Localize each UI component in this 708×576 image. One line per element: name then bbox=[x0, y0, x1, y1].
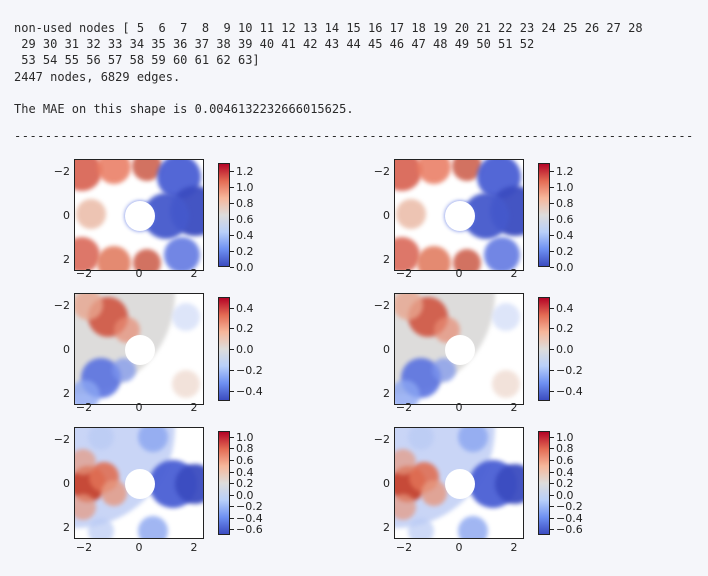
colorbar-tick: 0.4 bbox=[236, 229, 254, 242]
ytick: −2 bbox=[40, 165, 70, 178]
colorbar-tick: 0.8 bbox=[556, 197, 574, 210]
xtick: 0 bbox=[447, 541, 471, 554]
xtick: 0 bbox=[127, 541, 151, 554]
colorbar bbox=[218, 431, 230, 535]
xtick: −2 bbox=[72, 401, 96, 414]
ytick: −2 bbox=[360, 433, 390, 446]
xtick: −2 bbox=[392, 541, 416, 554]
subplot-r1-c0: −202−2020.40.20.0−0.2−0.4 bbox=[34, 285, 334, 419]
stdout-text: non-used nodes [ 5 6 7 8 9 10 11 12 13 1… bbox=[14, 20, 694, 117]
colorbar bbox=[218, 163, 230, 267]
colorbar-tick: 1.2 bbox=[556, 165, 574, 178]
colorbar-tick: 1.0 bbox=[556, 181, 574, 194]
colorbar-tick: −0.6 bbox=[556, 523, 583, 536]
subplot-r0-c0: −202−2021.21.00.80.60.40.20.0 bbox=[34, 151, 334, 285]
subplot-r0-c1: −202−2021.21.00.80.60.40.20.0 bbox=[354, 151, 654, 285]
ytick: 0 bbox=[360, 343, 390, 356]
colorbar bbox=[538, 163, 550, 267]
notebook-output-cell: { "text_output": { "line1": "non-used no… bbox=[0, 0, 708, 576]
ytick: −2 bbox=[360, 299, 390, 312]
colorbar-tick: 0.0 bbox=[556, 343, 574, 356]
xtick: 0 bbox=[127, 401, 151, 414]
ytick: 2 bbox=[360, 253, 390, 266]
xtick: 2 bbox=[182, 541, 206, 554]
colorbar-tick: −0.2 bbox=[236, 364, 263, 377]
axes bbox=[394, 293, 524, 405]
ytick: 2 bbox=[360, 387, 390, 400]
ytick: 0 bbox=[360, 209, 390, 222]
colorbar-tick: 0.0 bbox=[556, 261, 574, 274]
axes bbox=[74, 159, 204, 271]
ytick: 2 bbox=[360, 521, 390, 534]
ytick: 2 bbox=[40, 521, 70, 534]
axes bbox=[74, 293, 204, 405]
colorbar-tick: 0.4 bbox=[236, 302, 254, 315]
xtick: 2 bbox=[502, 267, 526, 280]
ytick: 2 bbox=[40, 253, 70, 266]
figure-column-left: −202−2021.21.00.80.60.40.20.0−202−2020.4… bbox=[34, 151, 334, 571]
subplot-r1-c1: −202−2020.40.20.0−0.2−0.4 bbox=[354, 285, 654, 419]
colorbar-tick: 0.0 bbox=[236, 261, 254, 274]
hole-mask bbox=[125, 469, 155, 499]
colorbar-tick: −0.2 bbox=[556, 364, 583, 377]
xtick: 0 bbox=[447, 267, 471, 280]
xtick: 0 bbox=[127, 267, 151, 280]
colorbar-tick: 0.2 bbox=[236, 322, 254, 335]
colorbar-tick: 0.2 bbox=[556, 322, 574, 335]
cell-separator: ----------------------------------------… bbox=[14, 129, 694, 143]
xtick: 2 bbox=[502, 541, 526, 554]
colorbar-tick: 1.0 bbox=[236, 181, 254, 194]
hole-mask bbox=[445, 469, 475, 499]
axes bbox=[394, 427, 524, 539]
axes bbox=[74, 427, 204, 539]
colorbar-tick: −0.4 bbox=[236, 385, 263, 398]
colorbar-tick: 0.8 bbox=[236, 197, 254, 210]
xtick: 2 bbox=[182, 267, 206, 280]
colorbar-tick: 1.2 bbox=[236, 165, 254, 178]
colorbar-tick: 0.2 bbox=[556, 245, 574, 258]
hole-mask bbox=[125, 335, 155, 365]
ytick: 0 bbox=[40, 209, 70, 222]
axes bbox=[394, 159, 524, 271]
colorbar-tick: 0.2 bbox=[236, 245, 254, 258]
colorbar-tick: 0.4 bbox=[556, 302, 574, 315]
ytick: −2 bbox=[40, 299, 70, 312]
colorbar bbox=[218, 297, 230, 401]
xtick: −2 bbox=[72, 267, 96, 280]
xtick: −2 bbox=[392, 401, 416, 414]
matplotlib-figure: −202−2021.21.00.80.60.40.20.0−202−2020.4… bbox=[14, 151, 674, 571]
colorbar bbox=[538, 431, 550, 535]
colorbar-tick: −0.6 bbox=[236, 523, 263, 536]
ytick: −2 bbox=[360, 165, 390, 178]
colorbar-tick: 0.6 bbox=[236, 213, 254, 226]
xtick: 2 bbox=[502, 401, 526, 414]
colorbar-tick: −0.4 bbox=[556, 385, 583, 398]
hole-mask bbox=[125, 201, 155, 231]
colorbar-tick: 0.6 bbox=[556, 213, 574, 226]
ytick: −2 bbox=[40, 433, 70, 446]
figure-column-right: −202−2021.21.00.80.60.40.20.0−202−2020.4… bbox=[354, 151, 654, 571]
ytick: 0 bbox=[40, 477, 70, 490]
subplot-r2-c1: −202−2021.00.80.60.40.20.0−0.2−0.4−0.6 bbox=[354, 419, 654, 553]
xtick: −2 bbox=[72, 541, 96, 554]
xtick: −2 bbox=[392, 267, 416, 280]
xtick: 2 bbox=[182, 401, 206, 414]
colorbar bbox=[538, 297, 550, 401]
colorbar-tick: 0.0 bbox=[236, 343, 254, 356]
subplot-r2-c0: −202−2021.00.80.60.40.20.0−0.2−0.4−0.6 bbox=[34, 419, 334, 553]
xtick: 0 bbox=[447, 401, 471, 414]
ytick: 2 bbox=[40, 387, 70, 400]
ytick: 0 bbox=[360, 477, 390, 490]
hole-mask bbox=[445, 335, 475, 365]
ytick: 0 bbox=[40, 343, 70, 356]
hole-mask bbox=[445, 201, 475, 231]
colorbar-tick: 0.4 bbox=[556, 229, 574, 242]
